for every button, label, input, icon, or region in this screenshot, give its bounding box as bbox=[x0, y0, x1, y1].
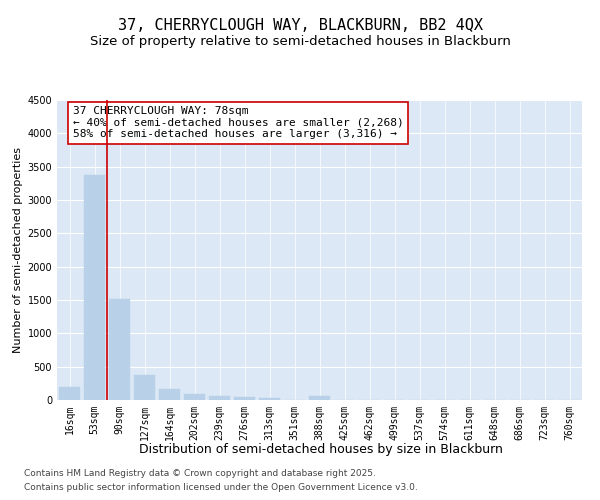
Text: Size of property relative to semi-detached houses in Blackburn: Size of property relative to semi-detach… bbox=[89, 35, 511, 48]
Bar bbox=[59, 386, 80, 400]
Text: Contains public sector information licensed under the Open Government Licence v3: Contains public sector information licen… bbox=[24, 484, 418, 492]
Text: Contains HM Land Registry data © Crown copyright and database right 2025.: Contains HM Land Registry data © Crown c… bbox=[24, 468, 376, 477]
Text: 37 CHERRYCLOUGH WAY: 78sqm
← 40% of semi-detached houses are smaller (2,268)
58%: 37 CHERRYCLOUGH WAY: 78sqm ← 40% of semi… bbox=[73, 106, 404, 139]
Bar bbox=[259, 398, 280, 400]
Text: Distribution of semi-detached houses by size in Blackburn: Distribution of semi-detached houses by … bbox=[139, 442, 503, 456]
Text: 37, CHERRYCLOUGH WAY, BLACKBURN, BB2 4QX: 37, CHERRYCLOUGH WAY, BLACKBURN, BB2 4QX bbox=[118, 18, 482, 32]
Y-axis label: Number of semi-detached properties: Number of semi-detached properties bbox=[13, 147, 23, 353]
Bar bbox=[234, 398, 255, 400]
Bar bbox=[134, 376, 155, 400]
Bar bbox=[84, 174, 105, 400]
Bar bbox=[309, 396, 330, 400]
Bar bbox=[159, 388, 180, 400]
Bar bbox=[109, 300, 130, 400]
Bar bbox=[209, 396, 230, 400]
Bar bbox=[184, 394, 205, 400]
